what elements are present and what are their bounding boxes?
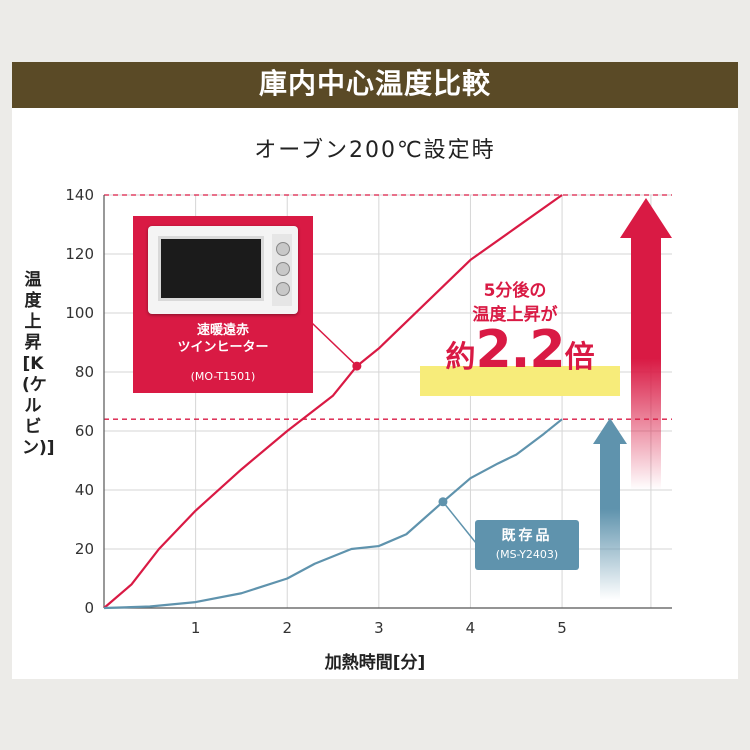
oven-knob [276,262,290,276]
old-model-name: 既存品 [501,528,553,544]
oven-control-panel [272,234,292,306]
ratio-highlight [420,366,620,396]
title-banner [12,62,738,108]
new-model-marker [352,361,362,371]
new-model-name-line1: 速暖遠赤 [196,323,249,338]
annotation-line1: 5分後の [483,281,547,301]
x-tick-label: 1 [191,619,201,637]
x-tick-label: 5 [557,619,567,637]
ratio-value: 2.2 [475,320,565,380]
x-tick-label: 4 [466,619,476,637]
increase-arrow-red [620,198,672,490]
old-model-code: (MS-Y2403) [495,548,559,561]
x-tick-label: 3 [374,619,384,637]
ratio-suffix: 倍 [564,340,595,375]
chart-subtitle: オーブン200℃設定時 [254,138,496,163]
oven-knob [276,242,290,256]
new-model-name: 速暖遠赤 ツインヒーター [133,322,313,356]
new-model-name-line2: ツインヒーター [177,340,269,355]
annotation-line2: 温度上昇が [472,305,558,325]
oven-window [158,236,264,301]
microwave-oven-image [148,226,298,314]
banner-title: 庫内中心温度比較 [258,67,491,100]
ratio-text: 約2.2倍 [415,320,625,380]
y-tick-label: 120 [65,245,94,263]
old-model-callout [475,520,579,570]
x-tick-label: 2 [282,619,292,637]
y-tick-label: 20 [75,540,94,558]
x-axis-label: 加熱時間[分] [324,653,426,673]
y-tick-label: 0 [84,599,94,617]
old-model-leader-line [442,501,477,544]
ratio-prefix: 約 [445,340,476,375]
y-axis-label: 温度上昇[K(ケルビン)] [22,270,55,458]
new-model-code: (MO-T1501) [190,370,256,383]
y-tick-label: 80 [75,363,94,381]
y-tick-label: 100 [65,304,94,322]
y-tick-label: 140 [65,186,94,204]
old-model-marker [438,497,448,507]
increase-arrow-blue [593,418,627,600]
oven-knob [276,282,290,296]
y-tick-label: 60 [75,422,94,440]
series-line-new-model [103,194,563,609]
new-model-leader-line [311,322,358,367]
series-line-old-model [103,418,563,610]
y-tick-label: 40 [75,481,94,499]
